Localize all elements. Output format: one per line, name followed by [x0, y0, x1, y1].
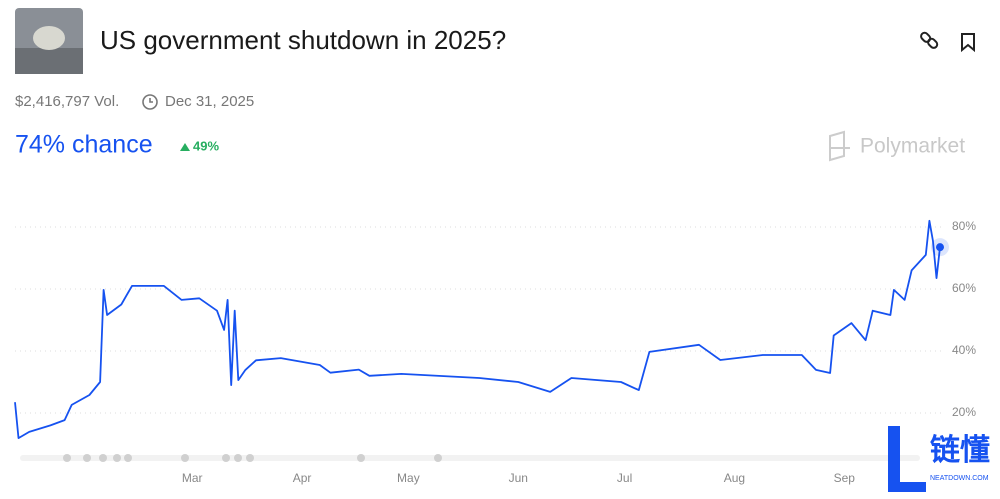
x-tick-label: Mar — [182, 471, 203, 485]
x-tick-label: May — [397, 471, 420, 485]
change: 49% — [193, 138, 219, 153]
thumbnail-dome — [33, 26, 65, 50]
x-tick-label: Jul — [617, 471, 632, 485]
title: US government shutdown in 2025? — [100, 25, 506, 55]
x-tick-label: Jun — [509, 471, 528, 485]
thumbnail-ground — [15, 48, 83, 74]
x-tick-label: Apr — [293, 471, 312, 485]
watermark: 链懂 — [930, 433, 990, 467]
change-arrow — [180, 143, 190, 151]
volume: $2,416,797 Vol. — [15, 93, 119, 110]
x-tick-label: Sep — [834, 471, 856, 485]
x-tick-label: Aug — [724, 471, 745, 485]
timeline-track — [20, 455, 920, 461]
last-point — [936, 243, 944, 252]
brand-logo — [829, 130, 850, 162]
y-tick-label: 40% — [952, 343, 976, 357]
clock-hands — [149, 98, 153, 103]
y-tick-label: 20% — [952, 405, 976, 419]
clock-icon — [142, 94, 158, 110]
chance: 74% chance — [15, 131, 153, 159]
brand: Polymarket — [860, 135, 965, 158]
timeline-dots — [63, 454, 442, 462]
y-tick-label: 60% — [952, 281, 976, 295]
end-date: Dec 31, 2025 — [165, 93, 254, 110]
link-icon[interactable] — [920, 31, 939, 49]
watermark-logo — [888, 426, 926, 492]
line — [14, 219, 941, 439]
y-tick-label: 80% — [952, 219, 976, 233]
watermark-sub: NEATDOWN.COM — [930, 475, 989, 482]
bookmark-icon[interactable] — [961, 33, 975, 53]
